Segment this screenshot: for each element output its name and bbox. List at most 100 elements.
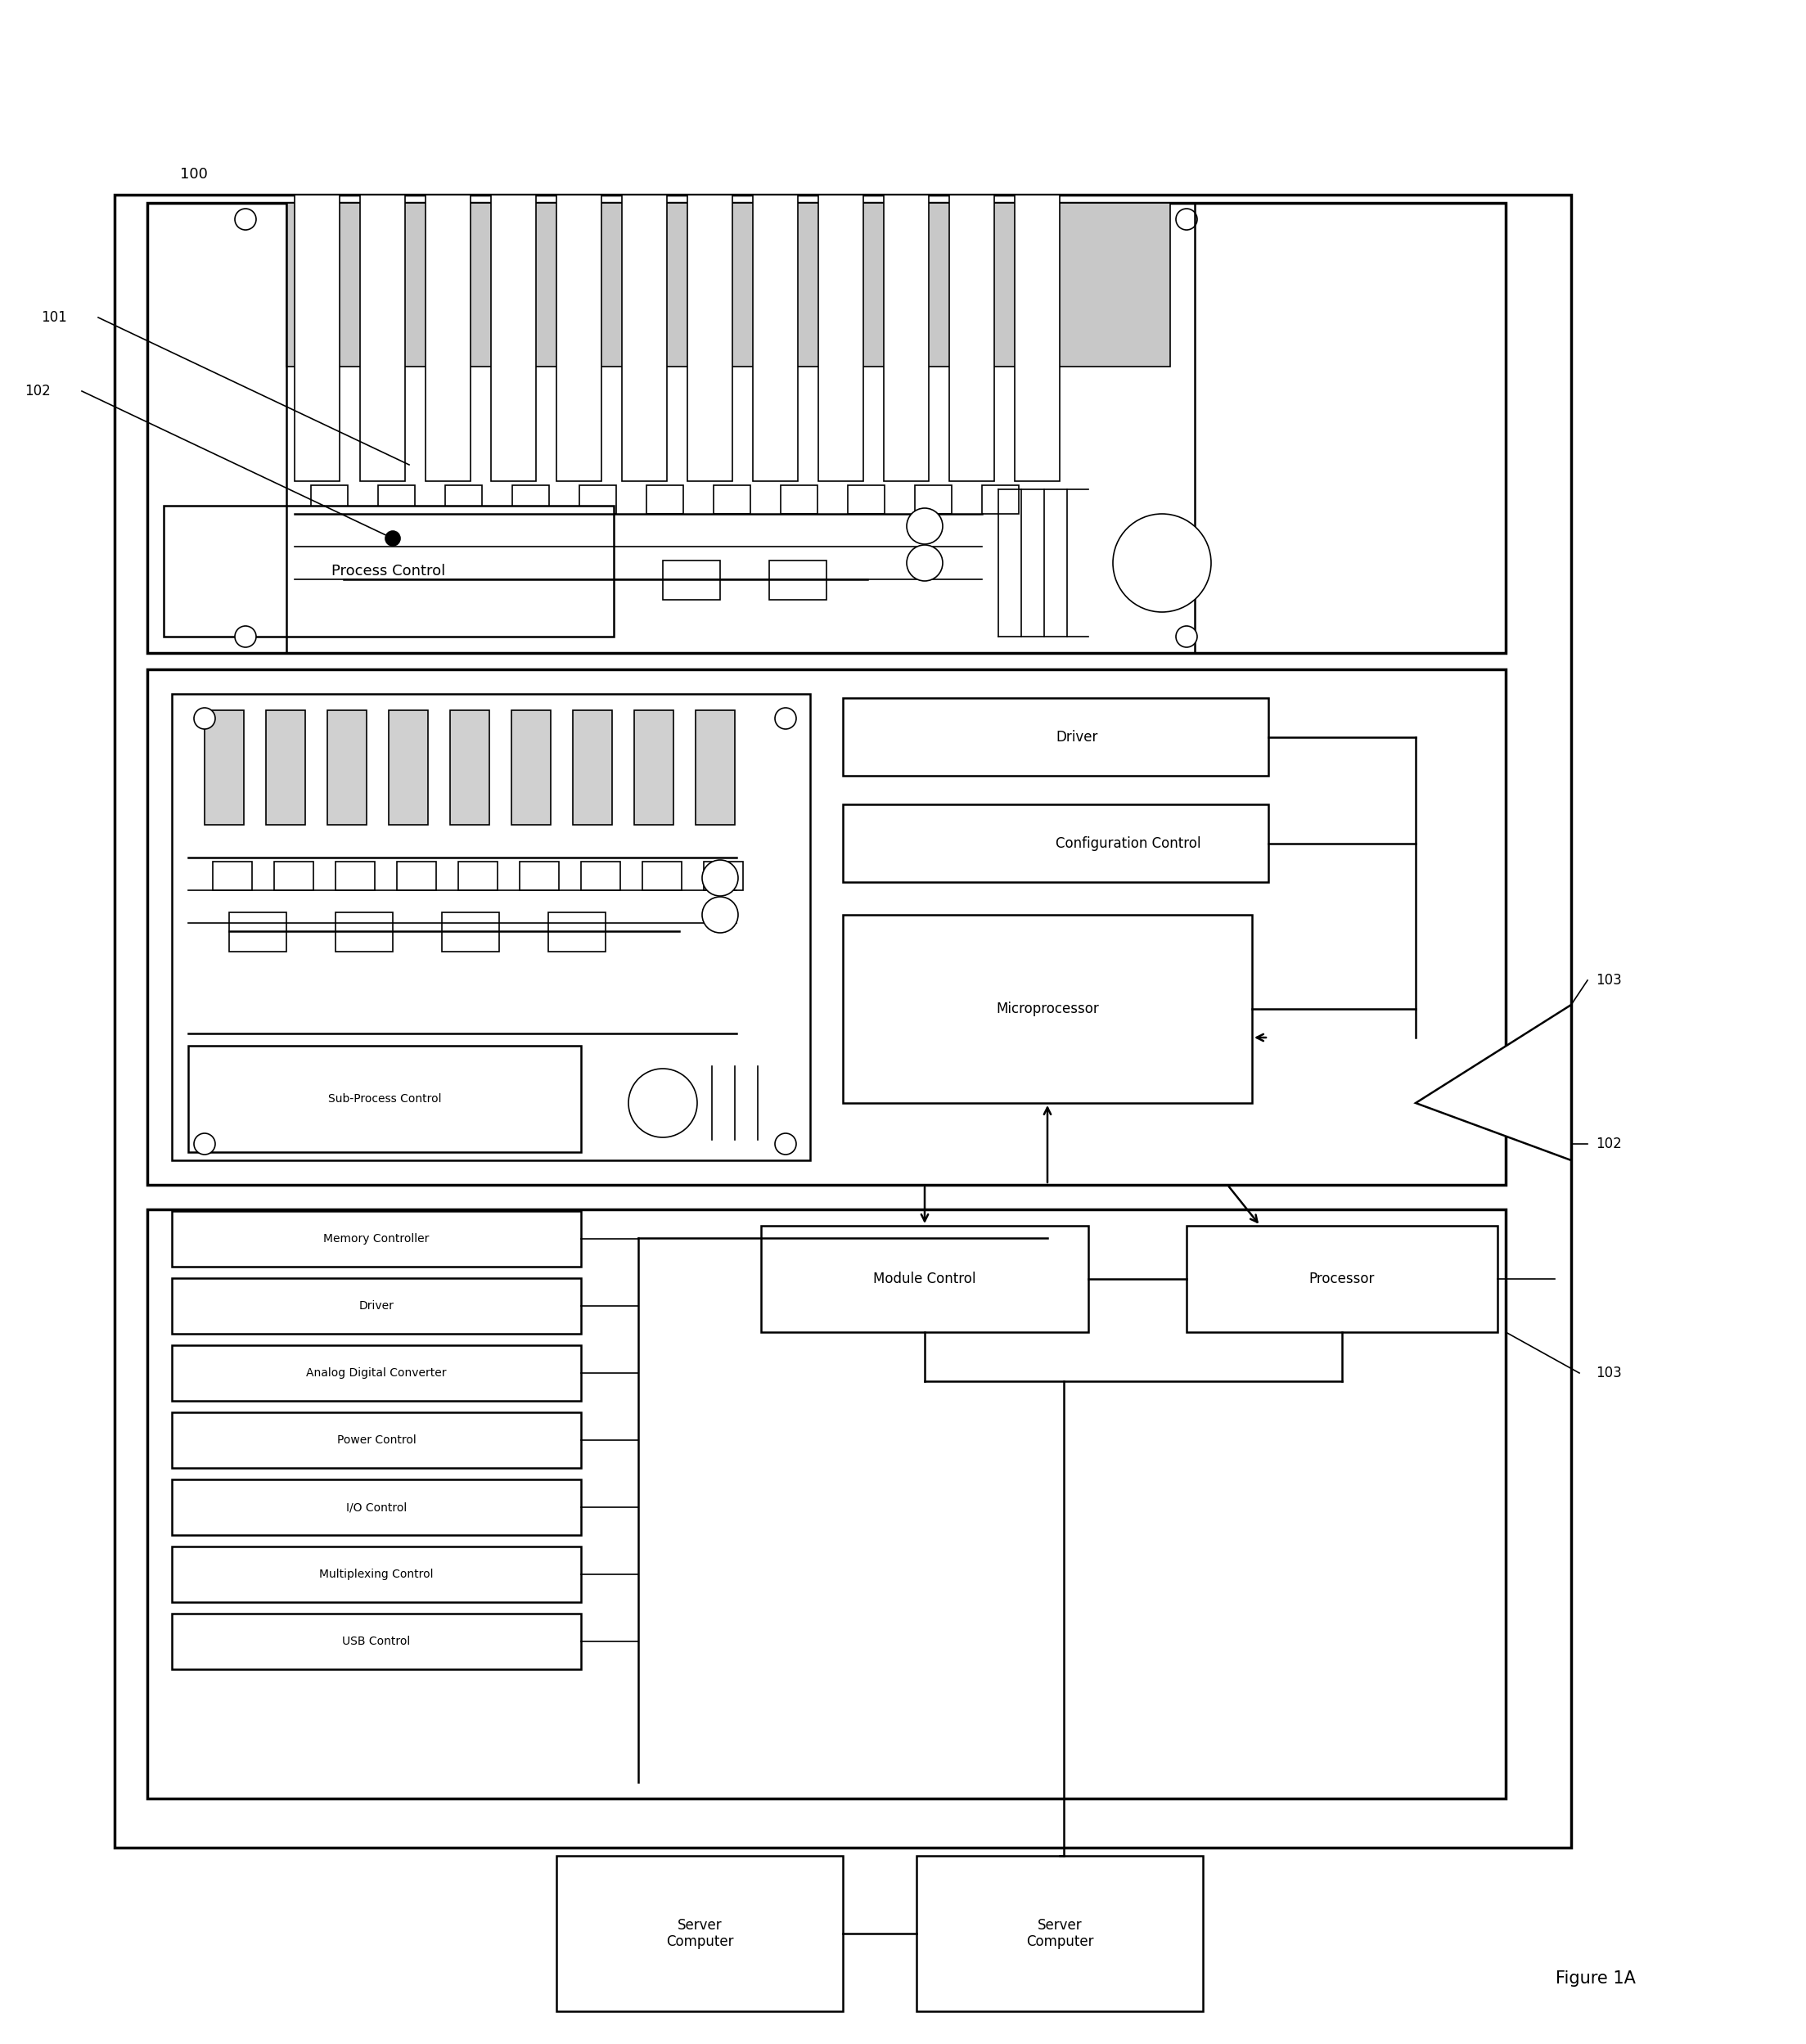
Bar <box>459 863 497 891</box>
Bar <box>520 863 558 891</box>
Bar <box>511 709 551 826</box>
Bar <box>213 863 253 891</box>
Bar <box>275 863 314 891</box>
Bar <box>172 1547 582 1602</box>
Bar <box>647 484 683 513</box>
Bar <box>388 709 428 826</box>
Polygon shape <box>1416 1006 1571 1161</box>
Bar <box>336 912 392 953</box>
Bar <box>442 912 498 953</box>
Text: Server
Computer: Server Computer <box>666 1917 733 1950</box>
Bar <box>204 709 244 826</box>
Bar <box>359 194 405 480</box>
Bar <box>621 194 666 480</box>
Text: Analog Digital Converter: Analog Digital Converter <box>307 1367 446 1380</box>
Bar <box>336 863 376 891</box>
Text: Power Control: Power Control <box>338 1435 415 1445</box>
Bar <box>172 1278 582 1335</box>
Bar <box>634 709 674 826</box>
Bar <box>229 912 287 953</box>
Bar <box>713 484 749 513</box>
Circle shape <box>703 861 739 895</box>
Circle shape <box>193 707 215 730</box>
Bar <box>450 560 507 599</box>
Text: 103: 103 <box>1597 1365 1622 1380</box>
Bar <box>148 668 1506 1186</box>
Text: Sub-Process Control: Sub-Process Control <box>329 1094 441 1104</box>
Bar <box>556 560 614 599</box>
Text: 100: 100 <box>181 168 208 182</box>
Bar <box>580 484 616 513</box>
Bar <box>148 1210 1506 1799</box>
Bar <box>450 709 489 826</box>
Circle shape <box>703 897 739 932</box>
Text: Multiplexing Control: Multiplexing Control <box>320 1568 433 1580</box>
Bar <box>294 194 340 480</box>
Text: 103: 103 <box>1597 973 1622 987</box>
Text: Figure 1A: Figure 1A <box>1555 1970 1636 1987</box>
Bar <box>377 484 415 513</box>
Circle shape <box>628 1069 697 1136</box>
Bar <box>556 194 601 480</box>
Bar <box>188 1047 582 1153</box>
Bar <box>753 194 798 480</box>
Text: Microprocessor: Microprocessor <box>995 1002 1098 1016</box>
Bar <box>688 194 733 480</box>
Bar <box>172 693 811 1161</box>
Bar <box>760 1226 1089 1333</box>
Bar <box>287 202 1170 366</box>
Bar <box>950 194 995 480</box>
Circle shape <box>775 1132 796 1155</box>
Bar <box>549 912 605 953</box>
Bar <box>1187 1226 1497 1333</box>
Bar <box>843 916 1252 1104</box>
Bar <box>114 194 1571 1848</box>
Bar <box>397 863 437 891</box>
Text: Module Control: Module Control <box>874 1271 975 1286</box>
Bar <box>916 1856 1203 2011</box>
Bar <box>1015 194 1060 480</box>
Bar <box>818 194 863 480</box>
Text: USB Control: USB Control <box>343 1635 410 1647</box>
Circle shape <box>1112 513 1212 611</box>
Text: Memory Controller: Memory Controller <box>323 1233 430 1245</box>
Bar <box>513 484 549 513</box>
Circle shape <box>235 208 256 229</box>
Text: Driver: Driver <box>1057 730 1098 744</box>
Text: 102: 102 <box>25 384 51 399</box>
Bar <box>769 560 827 599</box>
Bar <box>172 1345 582 1400</box>
Circle shape <box>1176 625 1197 648</box>
Bar <box>704 863 742 891</box>
Bar <box>265 709 305 826</box>
Bar <box>582 863 619 891</box>
Bar <box>843 697 1268 777</box>
Bar <box>663 560 721 599</box>
Bar <box>311 484 349 513</box>
Bar <box>426 194 471 480</box>
Bar <box>643 863 681 891</box>
Text: Configuration Control: Configuration Control <box>1057 836 1201 850</box>
Circle shape <box>775 707 796 730</box>
Text: Processor: Processor <box>1309 1271 1374 1286</box>
Bar <box>916 484 952 513</box>
Text: I/O Control: I/O Control <box>347 1502 406 1513</box>
Circle shape <box>907 546 943 580</box>
Bar <box>343 560 401 599</box>
Bar <box>491 194 536 480</box>
Text: Server
Computer: Server Computer <box>1026 1917 1093 1950</box>
Bar <box>573 709 612 826</box>
Circle shape <box>907 509 943 544</box>
Bar <box>148 202 1506 652</box>
Bar <box>172 1210 582 1267</box>
Bar <box>444 484 482 513</box>
Bar <box>982 484 1019 513</box>
Text: 102: 102 <box>1597 1136 1622 1151</box>
Circle shape <box>235 625 256 648</box>
Bar <box>695 709 735 826</box>
Circle shape <box>1176 208 1197 229</box>
Bar <box>883 194 928 480</box>
Bar <box>327 709 367 826</box>
Bar <box>556 1856 843 2011</box>
Circle shape <box>385 531 401 546</box>
